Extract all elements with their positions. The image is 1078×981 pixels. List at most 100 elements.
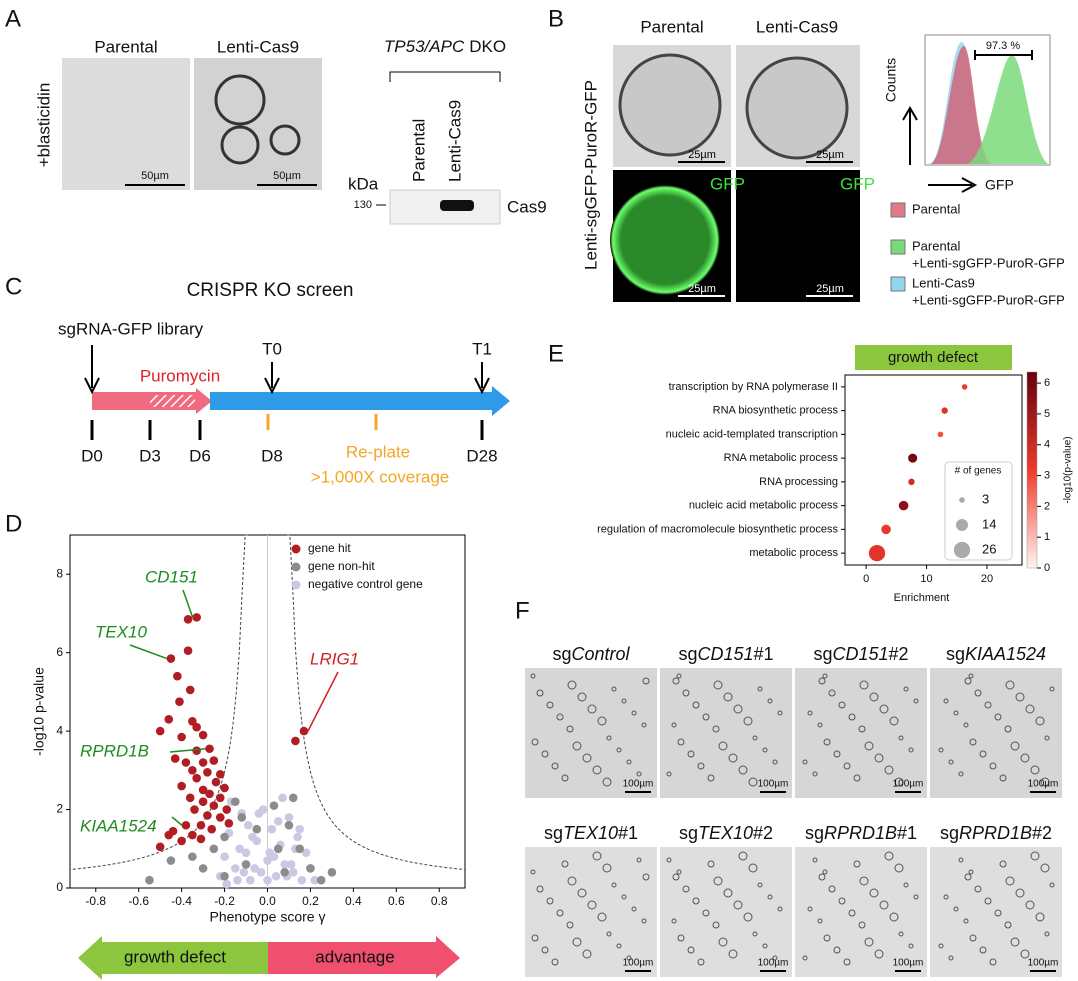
day-label: D8 [261,446,283,465]
organoid [833,750,841,758]
annotation: TEX10 [95,622,148,641]
point [192,746,201,756]
blot-title: TP53/APC DKO [384,37,506,56]
point [177,836,186,846]
point [209,844,219,854]
point [288,793,298,803]
legend-swatch [890,239,906,255]
histogram-peak [968,55,1048,164]
organoid [969,738,977,746]
point [211,777,221,787]
point [291,736,300,746]
organoid [833,946,841,954]
day-label: D28 [466,446,497,465]
arrow-label: advantage [315,947,394,966]
panel-letter: D [5,510,22,537]
organoid [602,777,612,787]
bracket [389,71,501,82]
colorbar-tick-label: 6 [1044,377,1050,389]
y-tick-label: 2 [56,802,63,816]
organoid [858,725,866,733]
organoid [767,894,773,900]
point [293,832,302,842]
dot [898,500,909,511]
organoid [712,725,720,733]
organoid [618,53,722,157]
organoid [969,934,977,942]
point [297,875,307,885]
organoid [723,888,733,898]
annotation-line [307,671,339,732]
organoid [671,722,677,728]
lane-label: Parental [409,119,428,182]
gfp-organoid [610,185,720,295]
x-tick-label: 10 [920,573,932,585]
organoid [728,753,738,763]
image-label: sgKIAA1524 [946,644,1046,664]
scale-label: 100µm [1028,779,1059,790]
organoid [712,921,720,929]
axis-arrow [928,177,978,193]
point [273,817,283,826]
point [207,824,216,834]
advantage-arrow [268,936,460,978]
image-label: sgControl [552,644,630,664]
legend-marker [291,580,301,590]
label-part: CD151 [697,644,753,664]
organoid [728,949,738,959]
organoid [556,909,564,917]
micrograph [930,668,1062,798]
gfp-label: GFP [710,174,745,193]
point [248,832,257,842]
organoid [672,677,680,685]
x-tick-label: -0.6 [128,894,149,908]
organoid [938,747,944,753]
organoid [953,906,959,912]
column-label: Parental [640,17,703,36]
dot [908,478,915,486]
label-part: sg [678,644,697,664]
organoid [1044,735,1050,741]
plot-frame [844,374,1023,566]
blot-title-gene: TP53/APC [384,37,465,56]
label-part: KIAA1524 [965,644,1046,664]
organoid [214,74,266,126]
annotation-line [169,748,206,753]
histogram-peak [930,46,992,164]
point [316,875,326,885]
y-tick-label: regulation of macromolecule biosynthetic… [597,523,838,535]
scale-label: 100µm [893,958,924,969]
point [220,783,229,793]
dot [908,453,918,463]
size-legend-label: 3 [982,491,989,506]
size-legend-marker [956,519,968,531]
legend-marker [291,562,301,572]
organoid [577,888,587,898]
label-part: #2 [1032,823,1052,843]
point [230,864,240,873]
hatched-phase [150,395,195,407]
point [166,654,176,663]
point [192,773,201,783]
point [203,767,212,777]
point [215,769,225,779]
organoid [1010,741,1020,751]
row-label: +blasticidin [34,83,53,168]
library-label: sgRNA-GFP library [58,319,204,338]
organoid [812,857,818,863]
organoid [853,860,861,868]
organoid [602,863,612,873]
organoid [864,937,874,947]
organoid [541,946,549,954]
organoid [531,934,539,942]
organoid [999,774,1007,782]
drug-label: Puromycin [140,366,220,385]
point [215,793,225,803]
point [243,820,253,830]
organoid [641,918,647,924]
organoid [567,680,577,690]
organoid [767,698,773,704]
dot [868,544,886,562]
organoid [577,692,587,702]
column-label: Lenti-Cas9 [756,17,838,36]
